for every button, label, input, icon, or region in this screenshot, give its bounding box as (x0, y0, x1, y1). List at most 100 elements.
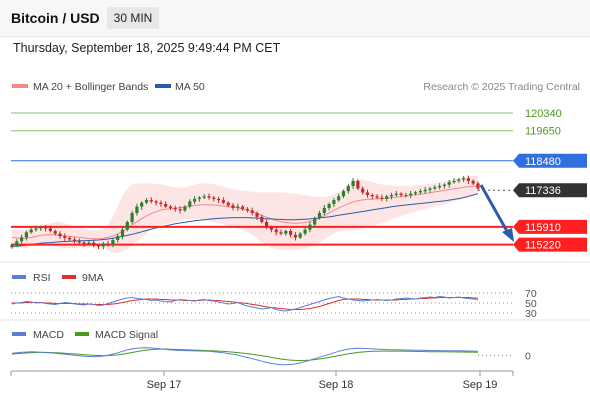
candle-body (144, 200, 149, 203)
candle-body (303, 229, 307, 234)
macd-panel: 0 (11, 347, 531, 366)
candle-body (58, 233, 62, 237)
candle-body (428, 188, 432, 190)
candle-body (120, 229, 125, 237)
candle-body (399, 193, 403, 195)
price-level-label: 120340 (525, 108, 562, 120)
rsi-legend-label: RSI (33, 272, 51, 284)
price-level-label: 117336 (525, 185, 561, 197)
rsi-legend-swatch (12, 275, 26, 279)
candle-body (265, 222, 269, 228)
candle-body (284, 231, 288, 234)
candle-body (341, 191, 346, 197)
candle-body (452, 180, 456, 183)
rsi-level-label: 30 (525, 308, 537, 320)
candle-body (255, 213, 259, 217)
candle-body (106, 243, 110, 246)
candle-body (226, 202, 230, 206)
forecast-arrow (479, 184, 514, 242)
rsi-line (11, 295, 479, 312)
candle-body (77, 241, 81, 243)
ma50-legend-label: MA 50 (175, 81, 205, 93)
rsi-level-label: 70 (525, 288, 537, 300)
candle-body (385, 196, 389, 199)
candle-body (135, 206, 139, 213)
ma20-line (11, 185, 479, 240)
bollinger-band (12, 175, 478, 253)
macd-signal-line (11, 348, 479, 362)
candle-body (457, 179, 461, 181)
candle-body (471, 180, 475, 184)
candle-body (241, 206, 245, 210)
candle-body (101, 243, 105, 247)
x-tick-label: Sep 18 (319, 379, 354, 391)
candle-body (212, 197, 216, 199)
instrument-title: Bitcoin / USD (11, 10, 100, 26)
candle-body (236, 206, 240, 208)
candle-body (269, 227, 273, 230)
candle-body (10, 245, 14, 248)
price-candles (10, 175, 480, 250)
candle-body (289, 231, 293, 235)
macd-legend-swatch (12, 332, 26, 336)
candle-body (370, 195, 374, 197)
candle-body (53, 231, 57, 234)
candle-body (15, 241, 19, 246)
x-tick-label: Sep 19 (463, 379, 498, 391)
candle-body (356, 180, 360, 189)
x-tick-label: Sep 17 (147, 379, 182, 391)
macd-signal-legend-label: MACD Signal (95, 329, 158, 341)
copyright-label: Research © 2025 Trading Central (423, 81, 580, 93)
candle-body (149, 200, 153, 202)
interval-badge[interactable]: 30 MIN (107, 7, 159, 29)
candle-body (82, 242, 86, 244)
candle-body (116, 236, 120, 240)
x-axis: Sep 17 Sep 18 Sep 19 (10, 370, 514, 391)
candle-body (260, 216, 264, 222)
rsi-ma-legend-swatch (62, 275, 76, 279)
candle-body (404, 195, 408, 196)
candle-body (217, 198, 221, 201)
candle-body (418, 191, 422, 193)
macd-line (11, 347, 479, 366)
candle-body (293, 234, 297, 238)
candle-body (245, 209, 249, 211)
candle-body (308, 224, 312, 230)
macd-level-label: 0 (525, 350, 531, 362)
candle-body (178, 209, 182, 211)
candle-body (438, 186, 442, 188)
candle-body (313, 218, 317, 225)
candle-body (250, 210, 254, 213)
candle-body (68, 237, 72, 240)
candle-body (159, 202, 163, 204)
price-panel (11, 175, 479, 253)
candle-body (365, 192, 370, 195)
candle-body (322, 207, 326, 213)
rsi-ma-legend-label: 9MA (82, 272, 104, 284)
price-level-tag (513, 153, 587, 168)
candle-body (466, 178, 470, 181)
candle-body (39, 227, 43, 229)
candle-body (447, 182, 451, 185)
price-level-label: 118480 (525, 156, 561, 168)
rsi-level-label: 50 (525, 298, 537, 310)
candle-body (72, 239, 77, 242)
candle-body (274, 229, 278, 233)
candle-body (173, 207, 177, 210)
price-legend: MA 20 + Bollinger Bands MA 50 Research ©… (12, 81, 580, 93)
candle-body (111, 240, 115, 246)
candle-body (346, 186, 350, 192)
price-level-label: 119650 (525, 126, 561, 138)
candle-body (197, 197, 201, 199)
candle-body (202, 196, 206, 198)
candle-body (92, 242, 96, 246)
macd-legend: MACD MACD Signal (12, 329, 158, 341)
candle-body (63, 236, 67, 238)
candle-body (423, 189, 427, 192)
candle-body (24, 232, 28, 238)
candle-body (87, 242, 91, 244)
candle-body (48, 228, 52, 231)
candle-body (375, 196, 379, 198)
ma50-legend-swatch (155, 84, 171, 88)
